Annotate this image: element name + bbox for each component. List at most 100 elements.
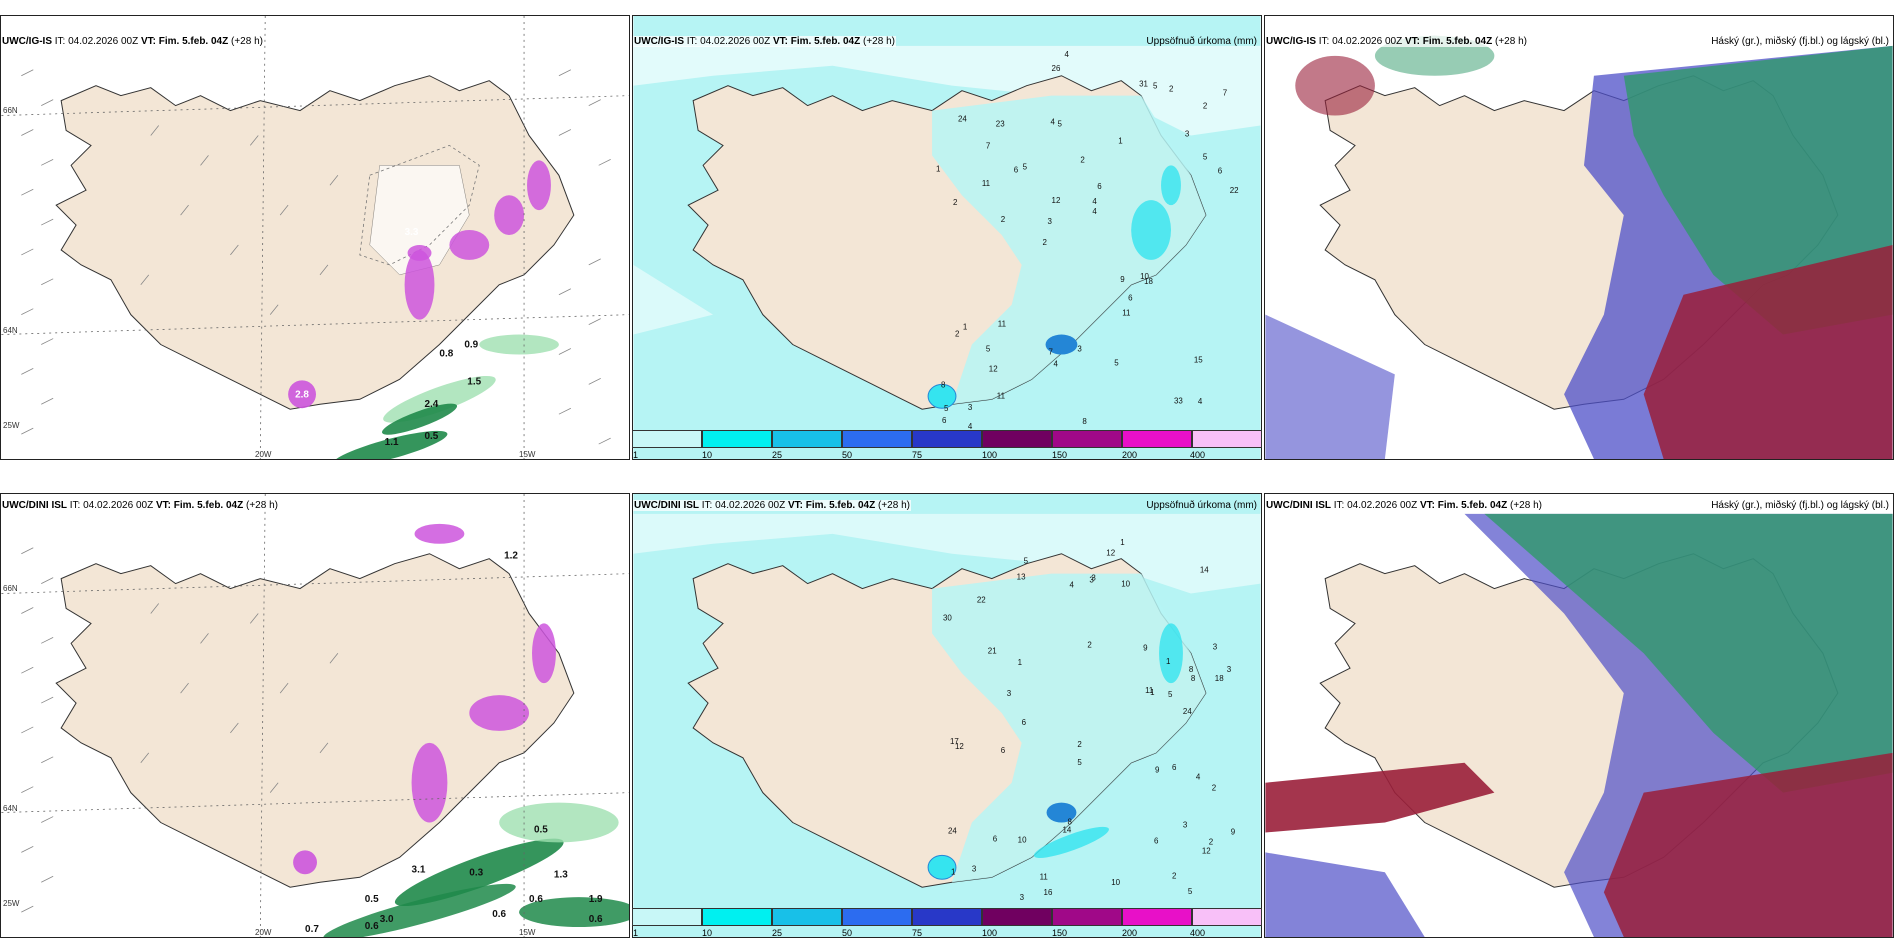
colorbar-label: 100 [982, 928, 998, 938]
iceland-precip-type-map-bottom[interactable]: 1.2 0.5 0.3 0.50 3.1 1.3 0.5 3.0 0.6 0.6… [1, 494, 629, 937]
precip-amount-label: 4 [1054, 359, 1059, 368]
precip-amount-label: 18 [1144, 277, 1153, 286]
colorbar-swatch [702, 430, 772, 448]
colorbar-label: 50 [842, 928, 853, 938]
iceland-landmass [55, 75, 575, 410]
panel-title: UWC/DINI ISL IT: 04.02.2026 00Z VT: Fim.… [1, 500, 303, 511]
value-label: 0.9 [464, 340, 478, 351]
iceland-precip-map-bottom[interactable]: 3322158101421183024162422121388171210111… [633, 494, 1261, 937]
precip-amount-label: 6 [1014, 165, 1019, 174]
value-label: 3.1 [412, 864, 426, 875]
panel-title: UWC/DINI ISL IT: 04.02.2026 00Z VT: Fim.… [633, 500, 911, 511]
panel-title: UWC/IG-IS IT: 04.02.2026 00Z VT: Fim. 5.… [633, 36, 896, 47]
value-label: 3.0 [380, 914, 394, 925]
colorbar-label: 400 [1190, 450, 1206, 460]
colorbar-swatch [702, 908, 772, 926]
precip-amount-label: 2 [1212, 784, 1217, 793]
value-label: 0.7 [305, 924, 319, 935]
iceland-cloud-map-bottom[interactable] [1265, 494, 1893, 937]
colorbar-swatch [1052, 908, 1122, 926]
precip-amount-label: 22 [977, 596, 986, 605]
precip-amount-label: 5 [1114, 358, 1119, 367]
precip-amount-label: 2 [1043, 238, 1048, 247]
precip-amount-label: 4 [1069, 581, 1074, 590]
precip-amount-label: 6 [1022, 718, 1027, 727]
precip-amount-label: 14 [1200, 566, 1209, 575]
precip-amount-label: 4 [1196, 773, 1201, 782]
precip-amount-label: 10 [1121, 580, 1130, 589]
lon-label: 25W [3, 421, 20, 430]
green-rain-bands [323, 802, 629, 937]
value-label: 0.6 [492, 909, 506, 920]
colorbar-swatch [982, 908, 1052, 926]
value-label: 1.1 [385, 437, 399, 448]
lon-label: 15W [519, 450, 536, 459]
precip-amount-label: 8 [1189, 665, 1194, 674]
precip-amount-label: 33 [1174, 396, 1183, 405]
precip-amount-label: 2 [1077, 740, 1082, 749]
panel-variable-label: Háský (gr.), miðský (fj.bl.) og lágský (… [1711, 500, 1889, 511]
colorbar-label: 25 [772, 450, 783, 460]
lat-label: 64N [3, 804, 18, 813]
precip-amount-label: 3 [1091, 574, 1096, 583]
precip-amount-label: 11 [1122, 309, 1131, 318]
colorbar-label: 1 [633, 450, 639, 460]
wind-barbs [21, 69, 611, 445]
precip-amount-label: 1 [1018, 658, 1023, 667]
colorbar-label: 100 [982, 450, 998, 460]
precip-amount-label: 6 [942, 416, 947, 425]
precip-amount-label: 9 [1231, 827, 1236, 836]
wind-value-labels: 1.2 0.5 0.3 0.50 3.1 1.3 0.5 3.0 0.6 0.6… [305, 551, 603, 935]
precip-amount-label: 2 [1209, 837, 1214, 846]
precip-amount-label: 8 [941, 380, 946, 389]
purple-precip-patches [288, 160, 551, 409]
precip-amount-label: 10 [1018, 835, 1027, 844]
colorbar-label: 10 [702, 450, 713, 460]
colorbar-labels-top: 1 10 25 50 75 100 150 200 400 [632, 450, 1262, 462]
value-label: 0.6 [529, 894, 543, 905]
precip-amount-label: 3 [1089, 576, 1094, 585]
colorbar-swatch [632, 430, 702, 448]
precip-amount-label: 30 [943, 613, 952, 622]
precip-amount-label: 3 [1020, 893, 1025, 902]
precip-amount-label: 6 [1218, 166, 1223, 175]
precip-amount-label: 12 [1052, 196, 1061, 205]
precip-amount-label: 5 [1203, 152, 1208, 161]
panel-title: UWC/IG-IS IT: 04.02.2026 00Z VT: Fim. 5.… [1, 36, 264, 47]
precip-amount-label: 7 [1049, 347, 1054, 356]
colorbar-swatch [1192, 430, 1262, 448]
value-label: 0.5 [365, 894, 379, 905]
colorbar-swatch [842, 430, 912, 448]
precip-amount-label: 12 [1106, 549, 1115, 558]
precip-amount-label: 9 [1120, 275, 1125, 284]
iceland-precip-map-top[interactable]: 4222134215812561824262295371223311133151… [633, 16, 1261, 459]
precip-amount-label: 7 [1223, 89, 1228, 98]
precip-amount-label: 6 [1154, 836, 1159, 845]
precip-amount-label: 5 [1024, 557, 1029, 566]
colorbar-label: 150 [1052, 928, 1068, 938]
precip-amount-label: 11 [998, 320, 1007, 329]
precip-amount-label: 22 [1230, 186, 1239, 195]
precip-amount-label: 3 [1185, 129, 1190, 138]
iceland-cloud-map-top[interactable] [1265, 16, 1893, 459]
precip-amount-label: 5 [986, 344, 991, 353]
precip-amount-label: 1 [1118, 136, 1123, 145]
lon-label: 20W [255, 928, 272, 937]
panel-cloud-cover-bottom: UWC/DINI ISL IT: 04.02.2026 00Z VT: Fim.… [1264, 493, 1894, 938]
precip-amount-label: 13 [1017, 573, 1026, 582]
precip-amount-label: 3 [1077, 344, 1082, 353]
precip-amount-label: 11 [997, 391, 1006, 400]
value-label: 1.3 [554, 869, 568, 880]
precip-amount-label: 24 [958, 115, 967, 124]
precip-amount-label: 17 [950, 737, 959, 746]
colorbar-swatch [772, 430, 842, 448]
precip-amount-label: 4 [1092, 207, 1097, 216]
colorbar-swatch [632, 908, 702, 926]
panel-title: UWC/IG-IS IT: 04.02.2026 00Z VT: Fim. 5.… [1265, 36, 1528, 47]
precip-amount-label: 6 [1097, 182, 1102, 191]
iceland-precip-type-map-top[interactable]: 0.8 0.9 1.5 2.4 0.5 1.1 3.3 2.8 [1, 16, 629, 459]
graticule [1, 16, 629, 459]
value-label: 0.50 [436, 837, 456, 848]
value-label: 0.5 [425, 431, 439, 442]
precip-amount-label: 31 [1139, 80, 1148, 89]
